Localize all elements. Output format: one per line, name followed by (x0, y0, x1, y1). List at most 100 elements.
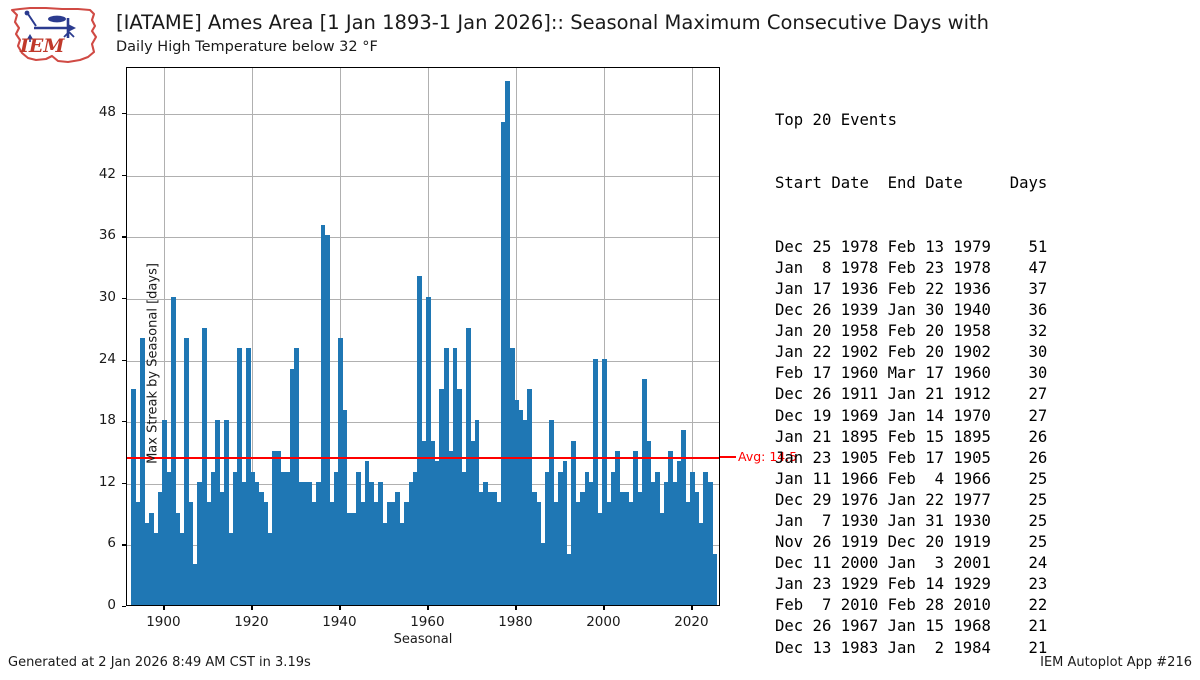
iem-logo-graphic: IEM (10, 6, 98, 64)
chart-bar (650, 481, 656, 605)
gridline-vertical (340, 68, 342, 605)
chart-bar (483, 481, 489, 605)
table-row: Dec 26 1911 Jan 21 1912 27 (775, 385, 1048, 404)
chart-bar (131, 389, 137, 605)
chart-bar (311, 502, 317, 605)
chart-bar (589, 481, 594, 605)
chart-bar (399, 522, 405, 605)
iem-wordmark: IEM (19, 35, 65, 57)
chart-bar (135, 502, 141, 605)
chart-bar (624, 492, 630, 605)
chart-bar (672, 481, 678, 605)
chart-bar (320, 225, 326, 605)
chart-bar (707, 481, 713, 605)
chart-bar (655, 471, 660, 605)
y-axis-tick-label: 0 (107, 597, 116, 613)
y-axis-tick (122, 174, 126, 176)
x-axis-tick (339, 606, 341, 610)
table-row: Dec 25 1978 Feb 13 1979 51 (775, 237, 1048, 256)
gridline-vertical (604, 68, 606, 605)
chart-bar (245, 348, 251, 605)
x-axis-tick-label: 1960 (410, 614, 445, 630)
x-axis-tick-label: 1940 (322, 614, 357, 630)
page-subtitle: Daily High Temperature below 32 °F (116, 39, 378, 55)
chart-bar (575, 502, 581, 605)
chart-bar (188, 502, 194, 605)
chart-bar (518, 409, 524, 605)
chart-bar (474, 420, 480, 605)
y-axis-tick (122, 544, 126, 546)
chart-bar (470, 440, 476, 605)
x-axis-tick-label: 2000 (586, 614, 621, 630)
chart-bar (232, 471, 238, 605)
chart-bar (536, 502, 542, 605)
chart-bar (333, 471, 339, 605)
chart-bar (549, 420, 555, 605)
chart-bar (276, 451, 282, 605)
y-axis-tick-label: 12 (98, 473, 116, 490)
footer-generated-text: Generated at 2 Jan 2026 8:49 AM CST in 3… (8, 655, 311, 670)
gridline-horizontal (127, 114, 719, 116)
chart-bar (342, 409, 348, 605)
table-column-headers: Start Date End Date Days (775, 174, 1048, 193)
iem-logo[interactable]: IEM (6, 4, 106, 66)
average-label: Avg: 14.5 (738, 449, 798, 465)
table-row: Feb 17 1960 Mar 17 1960 30 (775, 364, 1048, 383)
gridline-horizontal (127, 360, 719, 362)
chart-bar (294, 348, 300, 605)
y-axis-tick-label: 42 (98, 165, 116, 182)
chart-bar (223, 420, 229, 605)
chart-bar (386, 502, 392, 605)
chart-bar (364, 461, 370, 605)
chart-bar (694, 492, 700, 605)
y-axis-tick (122, 113, 126, 115)
table-row: Nov 26 1919 Dec 20 1919 25 (775, 533, 1048, 552)
y-axis-tick-label: 36 (98, 227, 116, 244)
chart-bar (514, 399, 520, 605)
x-axis-tick-label: 2020 (674, 614, 709, 630)
y-axis-tick-label: 18 (98, 412, 116, 429)
x-axis-tick-label: 1980 (498, 614, 533, 630)
chart-bar (703, 471, 709, 605)
chart-bar (461, 471, 467, 605)
chart-bar (659, 512, 665, 605)
table-row: Dec 13 1983 Jan 2 1984 21 (775, 638, 1048, 657)
chart-bar (496, 502, 502, 605)
chart-bar (584, 471, 590, 605)
chart-bar (615, 451, 621, 605)
table-row: Jan 20 1958 Feb 20 1958 32 (775, 322, 1048, 341)
chart-bar (677, 461, 682, 605)
chart-bar (228, 533, 234, 605)
chart-bar (417, 276, 423, 605)
chart-bar (162, 420, 168, 605)
chart-bar (157, 492, 163, 605)
x-axis-tick (251, 606, 253, 610)
x-axis-tick (603, 606, 605, 610)
chart-bar (448, 451, 454, 605)
x-axis-tick-label: 1900 (146, 614, 181, 630)
x-axis-tick (163, 606, 165, 610)
y-axis-tick (122, 236, 126, 238)
chart-bar (413, 471, 418, 605)
chart-bar (210, 471, 216, 605)
chart-bar (201, 327, 207, 605)
x-axis-label: Seasonal (393, 632, 453, 647)
chart-bar (329, 502, 335, 605)
title-block: [IATAME] Ames Area [1 Jan 1893-1 Jan 202… (116, 10, 1186, 57)
chart-bar (289, 368, 295, 605)
chart-bar (259, 492, 264, 605)
chart-bar (567, 553, 572, 605)
chart-bar (685, 502, 691, 605)
y-axis-label: Max Streak by Seasonal [days] (145, 263, 161, 464)
y-axis-tick (122, 298, 126, 300)
chart-bar (377, 481, 383, 605)
chart-bar (668, 451, 674, 605)
chart-bar (580, 492, 586, 605)
chart-bar (540, 543, 546, 605)
chart-bar (338, 338, 344, 605)
chart-bar (184, 338, 190, 605)
chart-bar (619, 492, 625, 605)
gridline-vertical (692, 68, 694, 605)
x-axis-tick-label: 1920 (234, 614, 269, 630)
table-row: Dec 11 2000 Jan 3 2001 24 (775, 554, 1048, 573)
